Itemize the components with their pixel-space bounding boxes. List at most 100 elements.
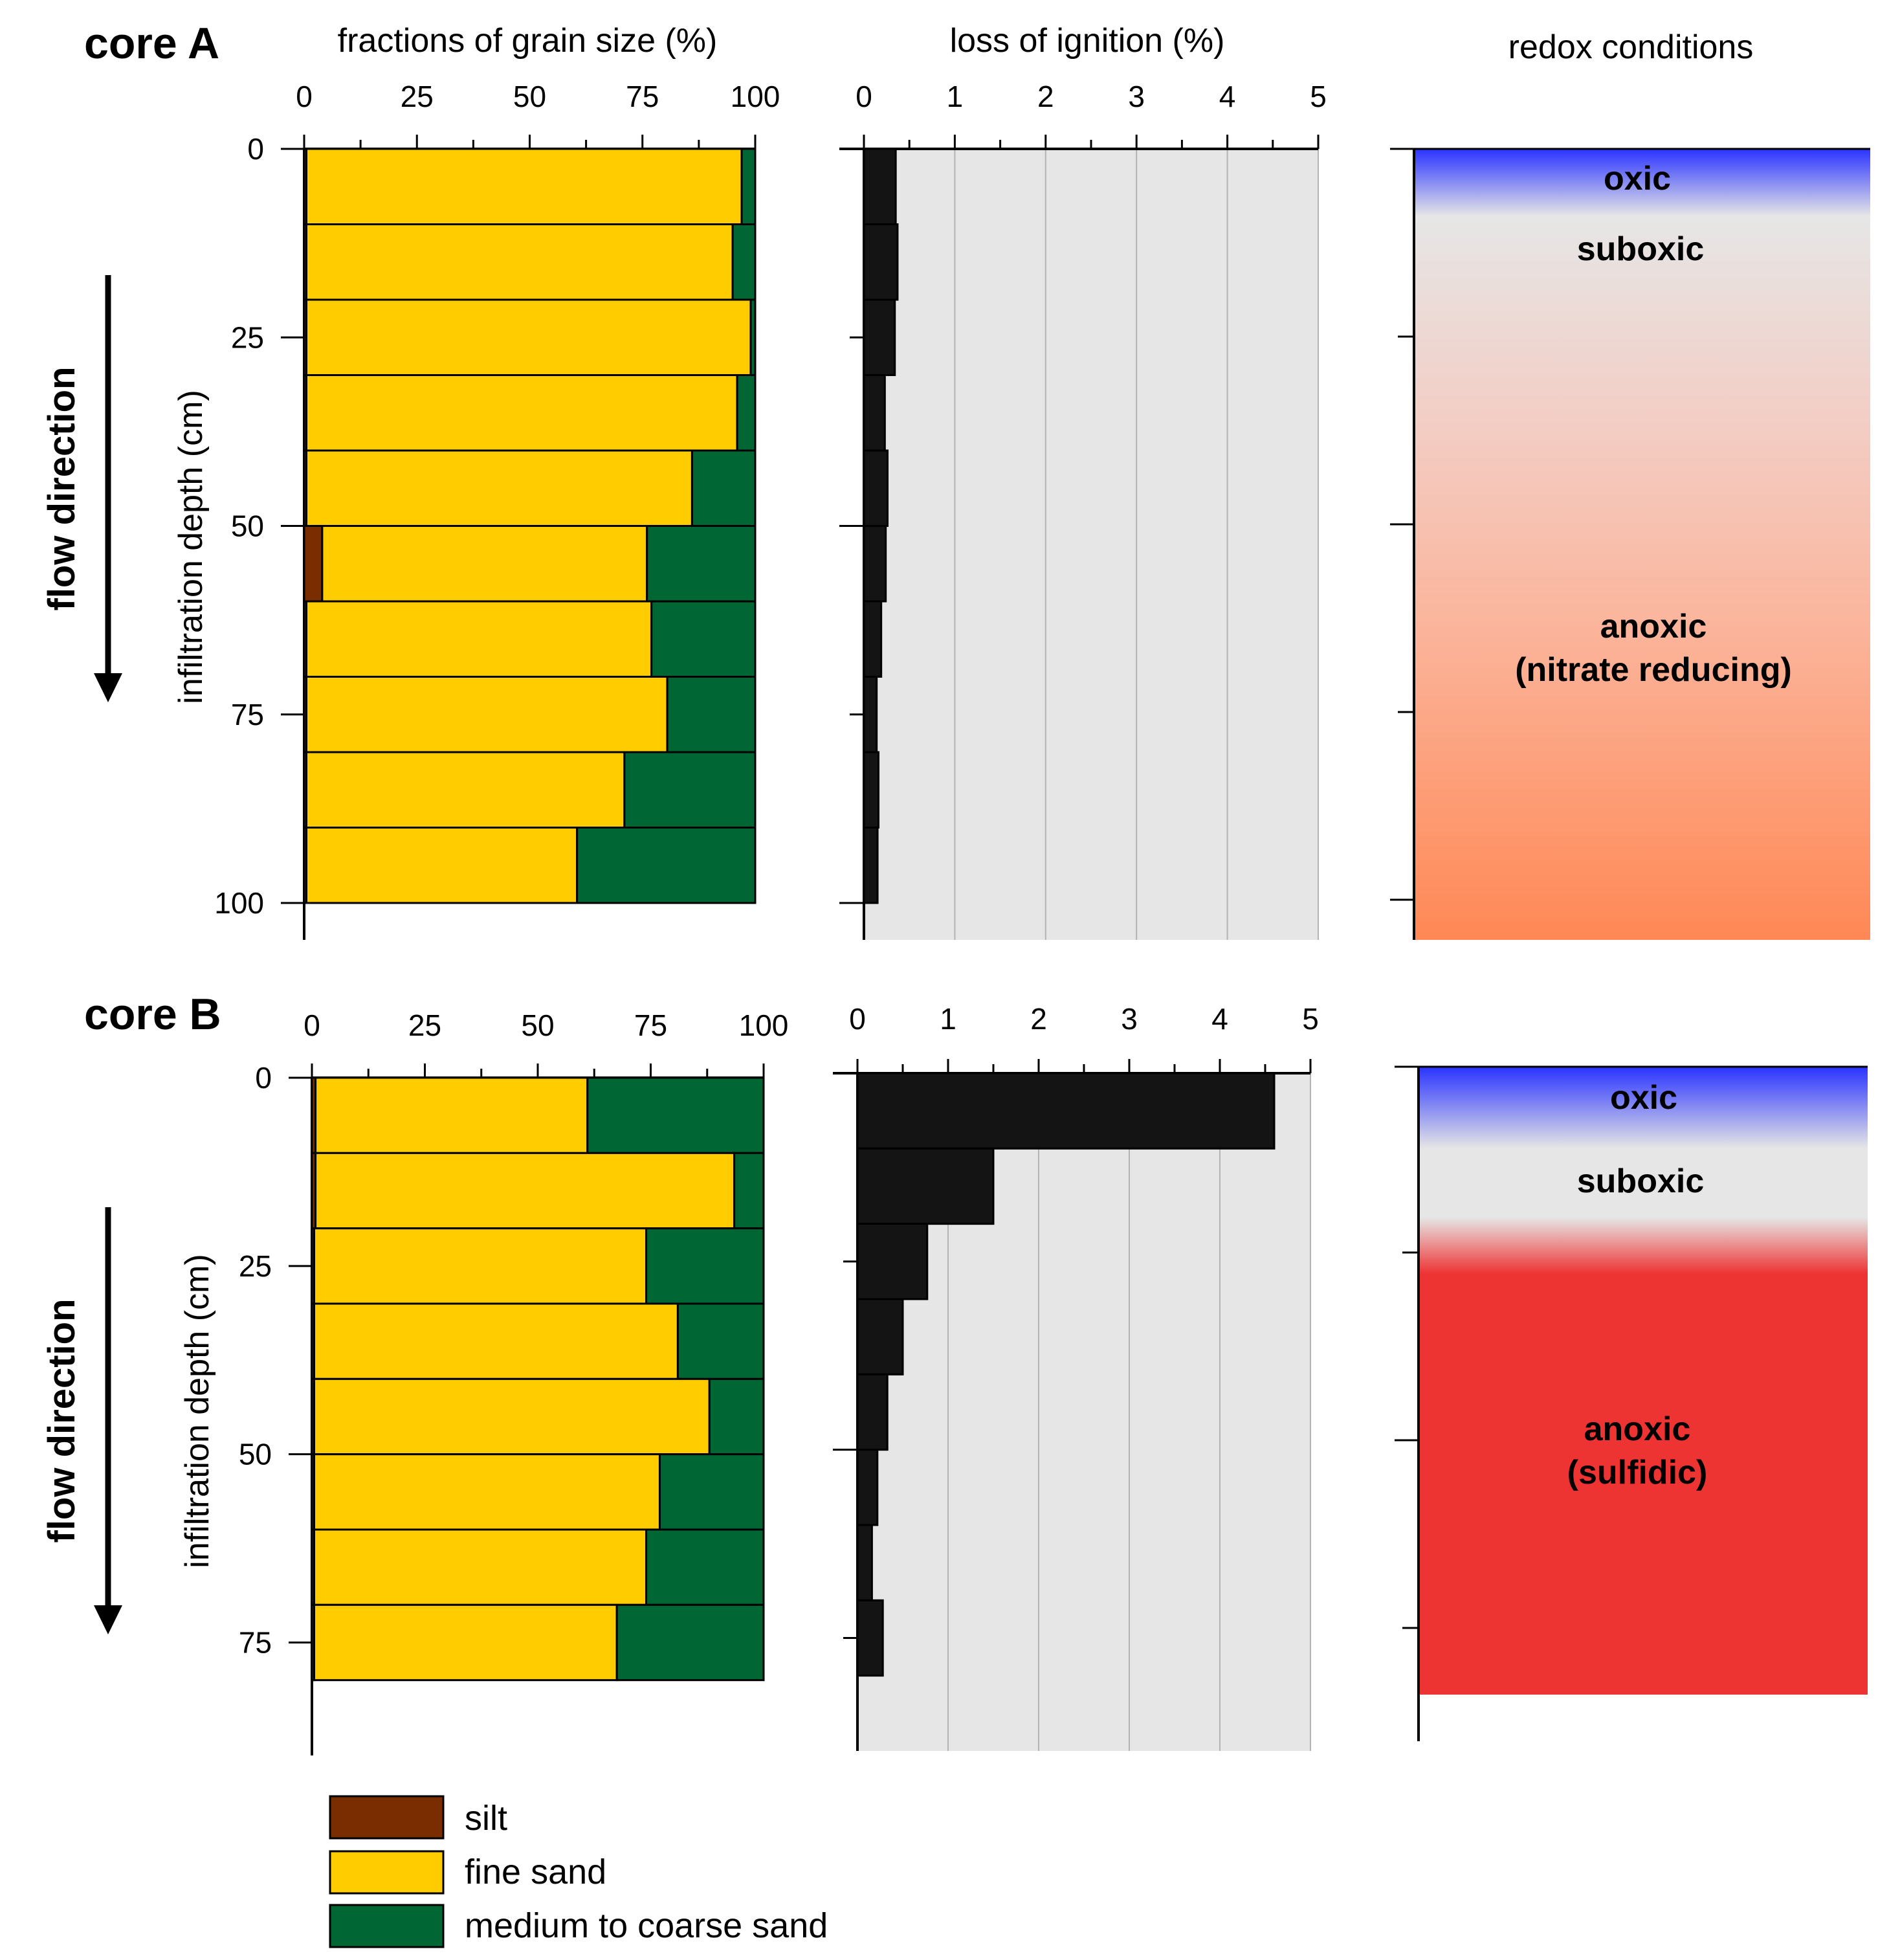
coreA-grain-bar-medium-to-coarse-sand <box>736 374 757 452</box>
coreB-grain-y-tick-label: 25 <box>239 1249 272 1283</box>
coreA-loi-bar <box>863 374 886 452</box>
coreB-grain-bar-fine-sand <box>313 1302 679 1380</box>
legend-label-fine-sand: fine sand <box>465 1853 606 1891</box>
legend-swatch-medium-coarse-sand <box>329 1904 445 1948</box>
coreB-grain-y-tick-label: 50 <box>239 1438 272 1471</box>
coreB-grain-y-tick-label: 0 <box>255 1061 272 1095</box>
coreA-loi-x-tick-label: 5 <box>1310 80 1327 113</box>
coreB-loi-x-tick-label: 3 <box>1121 1002 1138 1036</box>
coreB-loi-bar <box>856 1147 995 1225</box>
core-a-ylabel: infiltration depth (cm) <box>172 390 210 704</box>
core-b-zone-anoxic: anoxic <box>1584 1410 1691 1448</box>
coreA-grain-y-tick-label: 100 <box>214 886 264 920</box>
coreB-grain-bar-fine-sand <box>313 1227 648 1305</box>
coreA-grain-bar-medium-to-coarse-sand <box>666 676 757 753</box>
legend: silt fine sand medium to coarse sand <box>329 1795 828 1948</box>
coreB-grain-bar-medium-to-coarse-sand <box>658 1453 765 1531</box>
core-a-redox-panel: oxic suboxic anoxic (nitrate reducing) <box>1390 148 1870 940</box>
coreB-loi-bar <box>856 1373 889 1451</box>
coreA-grain-bar-medium-to-coarse-sand <box>650 600 757 678</box>
core-a-title: core A <box>84 19 219 68</box>
loi-column-title: loss of ignition (%) <box>950 22 1225 60</box>
core-b-flow-arrow <box>94 1207 122 1634</box>
coreA-loi-bar <box>863 751 879 829</box>
legend-label-medium-coarse-sand: medium to coarse sand <box>465 1906 828 1945</box>
redox-column-title: redox conditions <box>1508 28 1754 66</box>
coreB-grain-x-tick-label: 50 <box>521 1008 554 1042</box>
coreB-loi-x-tick-label: 4 <box>1211 1002 1228 1036</box>
coreA-loi-x-tick-label: 2 <box>1037 80 1054 113</box>
coreB-loi-bar <box>856 1072 1276 1150</box>
coreB-loi-bar <box>856 1298 904 1375</box>
coreB-grain-bar-fine-sand <box>313 1453 661 1531</box>
coreB-grain-x-tick-label: 100 <box>739 1008 789 1042</box>
coreB-loi-x-tick-label: 1 <box>940 1002 956 1036</box>
coreA-loi-bar <box>863 298 896 376</box>
coreA-grain-bar-medium-to-coarse-sand <box>623 751 757 829</box>
coreA-grain-bar-medium-to-coarse-sand <box>749 298 757 376</box>
core-a-zone-suboxic: suboxic <box>1577 230 1705 268</box>
coreA-loi-x-tick-label: 0 <box>856 80 872 113</box>
coreA-grain-bar-medium-to-coarse-sand <box>731 223 757 301</box>
coreA-loi-bar <box>863 676 878 753</box>
coreA-grain-y-tick-label: 75 <box>231 698 264 731</box>
core-a-flow-arrow <box>94 275 122 702</box>
core-a-zone-oxic: oxic <box>1604 160 1671 197</box>
coreA-grain-y-tick-label: 25 <box>231 320 264 354</box>
coreB-loi-bar <box>856 1223 929 1300</box>
coreA-loi-x-tick-label: 4 <box>1219 80 1236 113</box>
coreA-loi-x-tick-label: 3 <box>1128 80 1145 113</box>
coreB-grain-bar-medium-to-coarse-sand <box>645 1227 765 1305</box>
coreA-grain-bar-fine-sand <box>305 751 626 829</box>
coreA-grain-bar-fine-sand <box>305 676 668 753</box>
coreA-loi-bar <box>863 600 883 678</box>
coreB-grain-bar-medium-to-coarse-sand <box>708 1377 765 1456</box>
coreB-grain-bar-fine-sand <box>315 1152 736 1230</box>
coreB-grain-x-tick-label: 25 <box>408 1008 441 1042</box>
coreA-loi-x-tick-label: 1 <box>947 80 964 113</box>
coreA-grain-x-tick-label: 50 <box>513 80 546 113</box>
core-b-zone-suboxic: suboxic <box>1577 1163 1705 1200</box>
core-b-flow-label: flow direction <box>41 1299 83 1543</box>
coreB-grain-bar-fine-sand <box>313 1528 648 1606</box>
coreB-loi-bar <box>856 1599 884 1677</box>
grain-column-title: fractions of grain size (%) <box>338 22 718 60</box>
core-a-redox-gradient <box>1414 149 1870 940</box>
coreA-grain-bar-fine-sand <box>305 449 693 527</box>
coreB-grain-x-tick-label: 75 <box>634 1008 667 1042</box>
coreA-grain-bar-fine-sand <box>305 223 734 301</box>
coreA-loi-bar <box>863 223 899 301</box>
core-b-zone-oxic: oxic <box>1610 1079 1677 1117</box>
core-a-zone-anoxic: anoxic <box>1600 608 1707 645</box>
coreB-loi-x-tick-label: 5 <box>1302 1002 1319 1036</box>
coreB-grain-y-tick-label: 75 <box>239 1626 272 1660</box>
coreB-grain-bar-medium-to-coarse-sand <box>586 1076 765 1154</box>
coreA-grain-bar-fine-sand <box>305 827 579 904</box>
legend-swatch-fine-sand <box>329 1850 445 1895</box>
coreA-loi-bar <box>863 148 897 225</box>
legend-label-silt: silt <box>465 1799 507 1838</box>
legend-swatch-silt <box>329 1795 445 1840</box>
coreA-grain-bar-fine-sand <box>305 600 653 678</box>
core-b-redox-panel: oxic suboxic anoxic (sulfidic) <box>1395 1065 1868 1741</box>
coreA-grain-x-tick-label: 25 <box>401 80 434 113</box>
coreA-grain-bar-medium-to-coarse-sand <box>576 827 757 904</box>
coreA-grain-bar-medium-to-coarse-sand <box>740 148 757 225</box>
coreA-grain-bar-silt <box>303 525 324 603</box>
core-a-flow-label: flow direction <box>41 367 83 611</box>
coreA-grain-bar-fine-sand <box>305 298 752 376</box>
coreA-loi-plot-background <box>864 149 1318 940</box>
core-b-ylabel: infiltration depth (cm) <box>179 1254 216 1568</box>
coreA-grain-y-tick-label: 0 <box>247 132 264 166</box>
coreA-grain-y-tick-label: 50 <box>231 509 264 543</box>
coreB-grain-bar-medium-to-coarse-sand <box>615 1603 765 1682</box>
coreB-loi-bar <box>856 1524 873 1601</box>
coreB-grain-bar-medium-to-coarse-sand <box>676 1302 765 1380</box>
coreB-grain-bar-medium-to-coarse-sand <box>733 1152 765 1230</box>
coreA-loi-bar <box>863 525 887 603</box>
coreA-grain-bar-fine-sand <box>305 148 743 225</box>
core-b-zone-anoxic-sub: (sulfidic) <box>1567 1454 1708 1491</box>
coreB-loi-x-tick-label: 2 <box>1030 1002 1047 1036</box>
core-a-zone-anoxic-sub: (nitrate reducing) <box>1515 651 1792 689</box>
